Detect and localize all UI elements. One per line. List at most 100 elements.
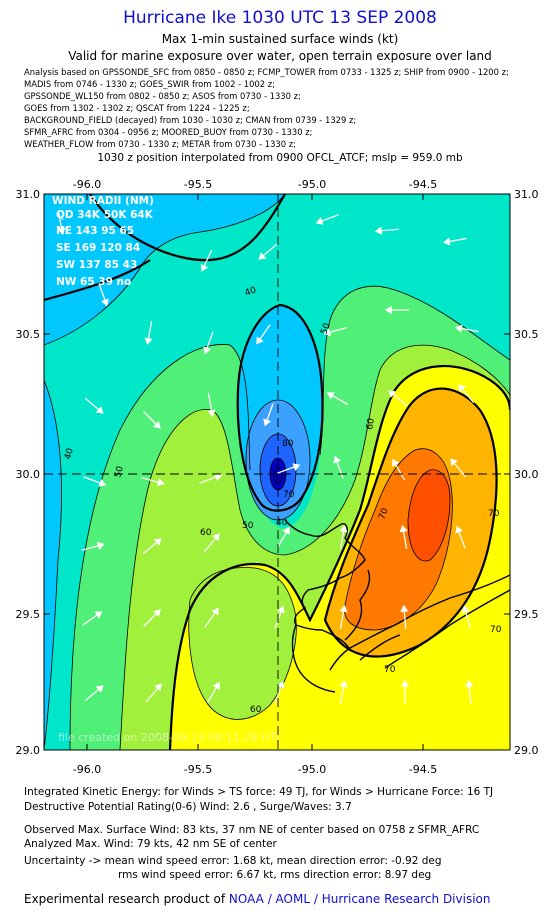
wind-band-60-pocket xyxy=(188,567,297,720)
wind-arrow xyxy=(442,237,467,246)
wind-field: 40 40 40 50 50 50 60 60 60 70 70 70 70 7… xyxy=(44,194,510,750)
wind-arrow xyxy=(315,214,339,225)
contour-label: 60 xyxy=(200,528,212,538)
lon-label-bottom: -95.5 xyxy=(184,763,212,776)
wind-arrow xyxy=(276,526,290,549)
lat-label-left: 30.0 xyxy=(16,468,41,481)
contour-label: 70 xyxy=(377,507,390,521)
wind-arrow xyxy=(82,611,103,626)
subtitle-exposure: Valid for marine exposure over water, op… xyxy=(68,49,492,63)
contour-label: 70 xyxy=(283,490,295,500)
axis-labels: -96.0 -95.5 -95.0 -94.5 -96.0 -95.5 -95.… xyxy=(16,178,539,776)
position-note: 1030 z position interpolated from 0900 O… xyxy=(97,152,463,164)
wind-radii-row: NW 65 39 no xyxy=(56,276,131,288)
wind-arrow xyxy=(400,604,409,630)
wind-arrow xyxy=(141,477,165,487)
wind-arrow xyxy=(258,243,278,260)
wind-arrow xyxy=(461,605,471,629)
contour-label: 60 xyxy=(365,417,377,430)
contour-label: 40 xyxy=(63,447,76,461)
wind-radii-row: SE 169 120 84 xyxy=(56,242,140,254)
wind-arrow xyxy=(384,305,409,315)
wind-arrow xyxy=(204,607,219,628)
file-timestamp-watermark: file created on 2008-09-13 08:11:28 UTC xyxy=(58,731,283,744)
lat-label-left: 29.5 xyxy=(16,608,41,621)
wind-arrow xyxy=(450,458,467,478)
wind-arrow xyxy=(57,211,66,236)
wind-band-30-nw xyxy=(44,194,285,345)
wind-arrow xyxy=(83,476,107,487)
lat-label-right: 31.0 xyxy=(514,188,539,201)
wind-arrow xyxy=(263,403,274,427)
coastline xyxy=(284,519,510,693)
wind-arrow xyxy=(458,384,475,404)
wind-arrow xyxy=(326,392,349,406)
lat-label-left: 31.0 xyxy=(16,188,41,201)
credit-prefix: Experimental research product of xyxy=(24,892,229,906)
wind-arrow xyxy=(81,541,105,551)
wind-arrow xyxy=(144,321,153,346)
wind-arrow xyxy=(256,324,271,345)
wind-band-100 xyxy=(408,469,450,561)
contour-label: 70 xyxy=(488,509,500,519)
wind-arrow xyxy=(277,463,301,474)
map-frame xyxy=(43,193,511,751)
lat-label-right: 29.5 xyxy=(514,608,539,621)
source-line-3: GPSSONDE_WL150 from 0802 - 0850 z; ASOS … xyxy=(24,91,301,101)
source-line-1: Analysis based on GPSSONDE_SFC from 0850… xyxy=(24,67,509,77)
lon-label-top: -95.0 xyxy=(298,178,326,191)
wind-arrow xyxy=(199,473,223,484)
wind-arrow xyxy=(142,538,162,555)
wind-arrow xyxy=(400,679,410,704)
source-line-7: WEATHER_FLOW from 0730 - 1330 z; METAR f… xyxy=(24,139,296,149)
contour-label: 40 xyxy=(244,285,258,298)
wind-arrow xyxy=(200,249,213,272)
wind-arrow xyxy=(333,455,344,479)
wind-arrow xyxy=(339,604,348,629)
lat-label-right: 30.5 xyxy=(514,328,539,341)
wind-arrow xyxy=(339,524,348,549)
analyzed-max-line: Analyzed Max. Wind: 79 kts, 42 nm SE of … xyxy=(24,838,277,850)
contour-label-group: 40 40 40 50 50 50 60 60 60 70 70 70 70 7… xyxy=(63,285,501,715)
dpr-line: Destructive Potential Rating(0-6) Wind: … xyxy=(24,801,352,813)
wind-radii-table: WIND RADII (NM) QD 34K 50K 64K NE 143 95… xyxy=(52,195,154,288)
hrd-link[interactable]: NOAA / AOML / Hurricane Research Divisio… xyxy=(228,892,491,906)
contour-label: 50 xyxy=(242,521,254,531)
wind-arrow xyxy=(388,390,408,407)
lon-label-bottom: -95.0 xyxy=(298,763,326,776)
lat-label-left: 30.5 xyxy=(16,328,41,341)
wind-arrow xyxy=(274,680,285,704)
lon-label-top: -94.5 xyxy=(409,178,437,191)
source-line-2: MADIS from 0746 - 1330 z; GOES_SWIR from… xyxy=(24,79,275,89)
center-crosshair xyxy=(44,194,510,750)
credit-line: Experimental research product of NOAA / … xyxy=(24,892,490,906)
contour-label: 60 xyxy=(250,705,262,715)
contour-label: 70 xyxy=(490,625,502,635)
wind-arrow xyxy=(143,411,161,429)
wind-radii-cols: QD 34K 50K 64K xyxy=(56,209,154,221)
contour-label: 50 xyxy=(319,322,332,336)
wind-band-30-west xyxy=(44,380,62,750)
source-line-5: BACKGROUND_FIELD (decayed) from 1030 - 1… xyxy=(24,115,357,125)
lat-label-left: 29.0 xyxy=(16,744,41,757)
wind-arrow xyxy=(207,393,216,418)
wind-arrow xyxy=(465,679,474,705)
lon-label-top: -95.5 xyxy=(184,178,212,191)
wind-radii-row: SW 137 85 43 xyxy=(56,259,137,271)
wind-arrow xyxy=(374,226,400,235)
observed-max-line: Observed Max. Surface Wind: 83 kts, 37 n… xyxy=(24,824,480,836)
wind-arrow xyxy=(323,327,347,337)
wind-arrow xyxy=(339,679,348,704)
page-title: Hurricane Ike 1030 UTC 13 SEP 2008 xyxy=(123,8,437,28)
lat-label-right: 29.0 xyxy=(514,744,539,757)
wind-arrow xyxy=(98,283,109,307)
wind-arrow xyxy=(455,525,466,549)
contour-label: 70 xyxy=(384,665,396,675)
lat-label-right: 30.0 xyxy=(514,468,539,481)
wind-arrow xyxy=(84,685,104,702)
contour-label: 80 xyxy=(282,439,294,449)
wind-arrow xyxy=(203,331,214,355)
uncertainty-line-1: Uncertainty -> mean wind speed error: 1.… xyxy=(24,855,442,867)
wind-arrow xyxy=(206,681,220,704)
